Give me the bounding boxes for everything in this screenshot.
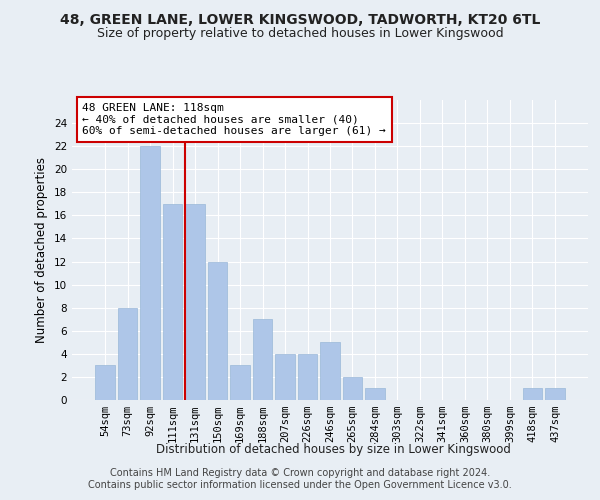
Bar [208,262,227,400]
Bar [118,308,137,400]
Bar [320,342,340,400]
Text: Contains HM Land Registry data © Crown copyright and database right 2024.
Contai: Contains HM Land Registry data © Crown c… [88,468,512,490]
Bar [140,146,160,400]
Bar [95,366,115,400]
Text: 48, GREEN LANE, LOWER KINGSWOOD, TADWORTH, KT20 6TL: 48, GREEN LANE, LOWER KINGSWOOD, TADWORT… [60,12,540,26]
Bar [545,388,565,400]
Text: Size of property relative to detached houses in Lower Kingswood: Size of property relative to detached ho… [97,28,503,40]
Bar [163,204,182,400]
Text: 48 GREEN LANE: 118sqm
← 40% of detached houses are smaller (40)
60% of semi-deta: 48 GREEN LANE: 118sqm ← 40% of detached … [82,103,386,136]
Bar [185,204,205,400]
Bar [523,388,542,400]
Bar [365,388,385,400]
Bar [230,366,250,400]
Bar [275,354,295,400]
Bar [298,354,317,400]
Y-axis label: Number of detached properties: Number of detached properties [35,157,49,343]
Text: Distribution of detached houses by size in Lower Kingswood: Distribution of detached houses by size … [155,442,511,456]
Bar [253,319,272,400]
Bar [343,377,362,400]
